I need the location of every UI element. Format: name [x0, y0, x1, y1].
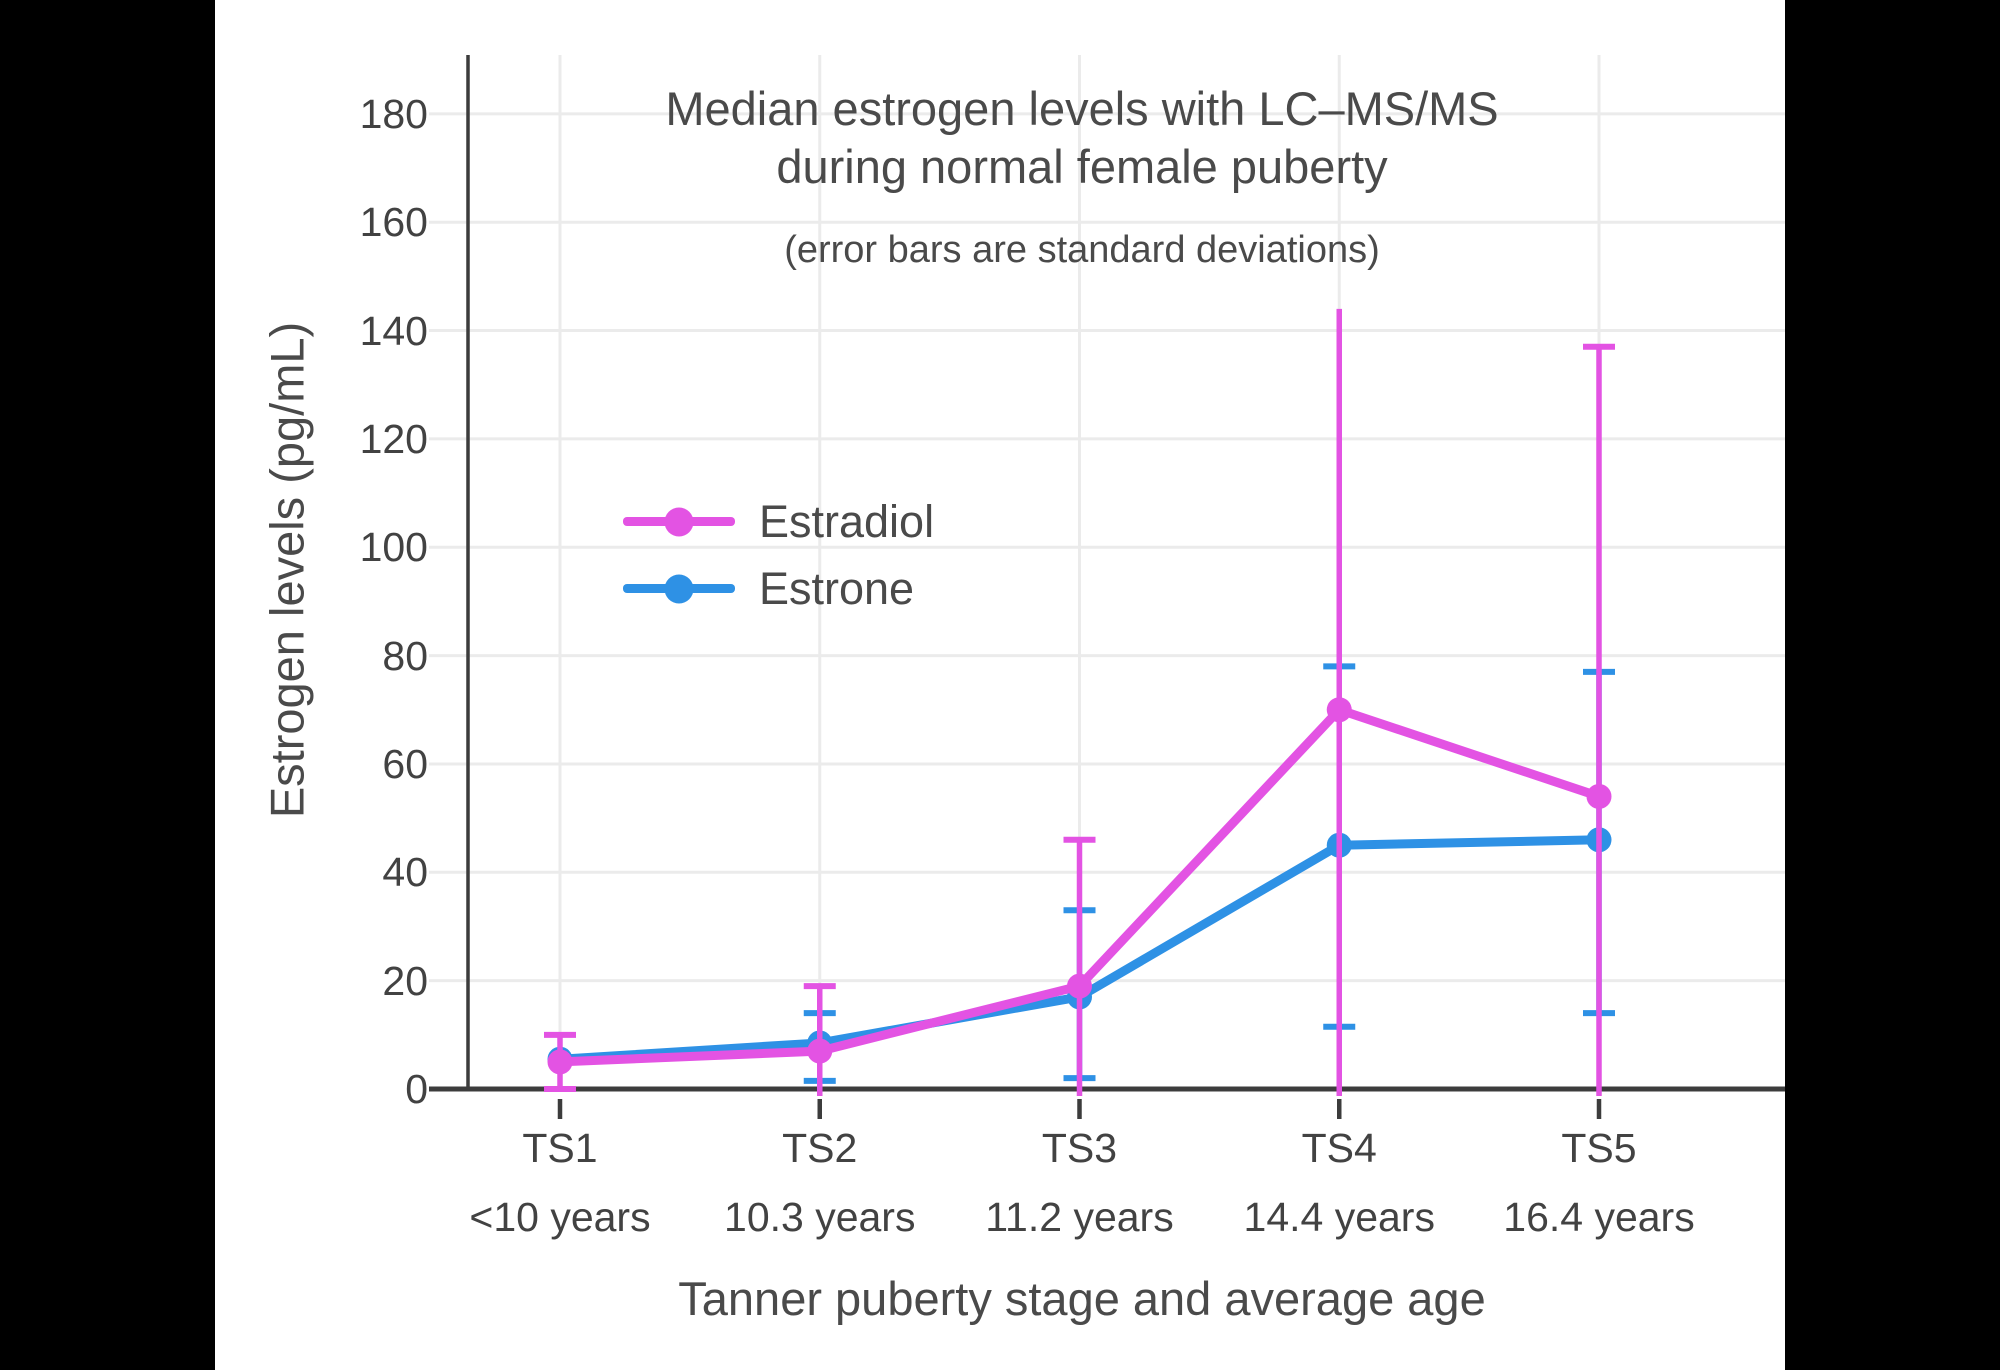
- chart-title-line2: during normal female puberty: [776, 140, 1388, 193]
- y-tick-label-0: 0: [405, 1066, 428, 1112]
- x-tick-stage-TS1: TS1: [522, 1125, 598, 1171]
- x-tick-age-TS5: 16.4 years: [1503, 1194, 1695, 1240]
- legend-item-estrone[interactable]: Estrone: [623, 555, 934, 622]
- y-tick-label-60: 60: [382, 740, 428, 787]
- legend-item-estradiol[interactable]: Estradiol: [623, 488, 934, 555]
- x-tick-age-TS2: 10.3 years: [724, 1194, 916, 1240]
- legend-label-estrone: Estrone: [759, 562, 915, 614]
- estrone-marker-dot: [664, 574, 694, 603]
- x-tick-age-TS3: 11.2 years: [985, 1194, 1174, 1240]
- legend: Estradiol Estrone: [623, 488, 934, 622]
- x-tick-stage-TS2: TS2: [782, 1125, 858, 1171]
- x-axis-label: Tanner puberty stage and average age: [678, 1272, 1486, 1325]
- y-tick-label-180: 180: [359, 90, 428, 137]
- y-tick-label-140: 140: [359, 307, 428, 354]
- y-tick-label-40: 40: [382, 849, 428, 896]
- x-tick-stage-TS4: TS4: [1301, 1125, 1377, 1171]
- marker-estradiol-TS3: [1067, 973, 1092, 999]
- estradiol-marker-dot: [664, 507, 694, 536]
- marker-estradiol-TS1: [547, 1049, 573, 1075]
- estradiol-line-swatch: [623, 507, 735, 536]
- y-tick-label-160: 160: [359, 199, 428, 246]
- marker-estradiol-TS5: [1586, 783, 1612, 809]
- x-tick-stage-TS5: TS5: [1561, 1125, 1637, 1171]
- chart-subtitle: (error bars are standard deviations): [784, 229, 1380, 271]
- marker-estradiol-TS4: [1326, 697, 1352, 723]
- chart-title: Median estrogen levels with LC–MS/MS dur…: [482, 80, 1682, 196]
- legend-label-estradiol: Estradiol: [759, 495, 935, 547]
- estrone-line-swatch: [623, 574, 735, 603]
- y-tick-label-20: 20: [382, 957, 428, 1004]
- y-tick-label-120: 120: [359, 415, 428, 462]
- y-tick-label-100: 100: [359, 524, 428, 571]
- x-tick-stage-TS3: TS3: [1041, 1125, 1118, 1171]
- x-tick-age-TS4: 14.4 years: [1243, 1194, 1435, 1240]
- x-tick-age-TS1: <10 years: [469, 1194, 651, 1240]
- plot-canvas: [429, 55, 1785, 1119]
- chart-panel: Median estrogen levels with LC–MS/MS dur…: [215, 0, 1785, 1370]
- y-tick-label-80: 80: [382, 632, 428, 679]
- chart-title-line1: Median estrogen levels with LC–MS/MS: [665, 82, 1499, 135]
- marker-estradiol-TS2: [807, 1038, 833, 1064]
